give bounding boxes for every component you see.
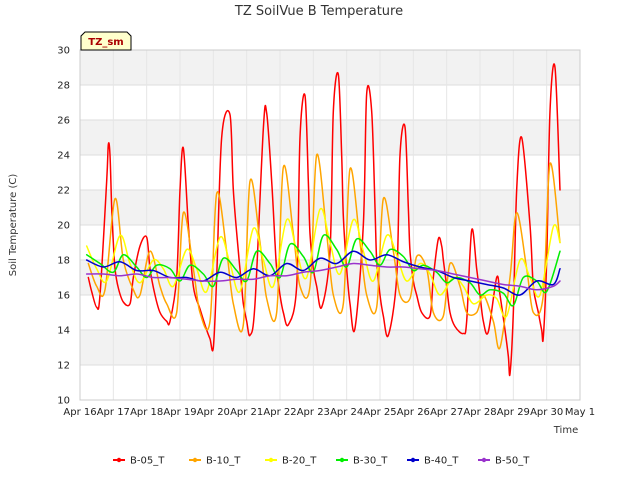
chart-title: TZ SoilVue B Temperature: [234, 4, 403, 19]
band-10-12: [80, 365, 580, 400]
y-tick-label: 10: [57, 396, 70, 407]
x-axis-ticks: Apr 16 Apr 17 Apr 18 Apr 19 Apr 20 Apr 21 Apr …: [63, 407, 595, 418]
y-tick-label: 16: [57, 291, 70, 302]
station-badge-box: [80, 31, 132, 51]
legend-label-b-40-t: B-40_T: [424, 456, 459, 467]
x-tick-label: Apr 21: [230, 407, 263, 418]
legend-marker-b-30-t: [339, 457, 345, 463]
x-tick-label: Apr 22: [263, 407, 296, 418]
station-badge: TZ_sm: [80, 31, 132, 51]
series-line-b-20-t: [85, 207, 561, 318]
legend-label-b-30-t: B-30_T: [353, 456, 388, 467]
series-line-b-30-t: [85, 234, 561, 307]
legend-label-b-20-t: B-20_T: [282, 456, 317, 467]
x-tick-label: Apr 25: [363, 407, 396, 418]
legend-marker-b-50-t: [481, 457, 487, 463]
series-line-b-50-t: [85, 262, 561, 291]
legend-label-b-50-t: B-50_T: [495, 456, 530, 467]
y-tick-label: 30: [57, 46, 70, 57]
y-axis-ticks: 10 12 14 16 18 20 22 24 26 28 30: [57, 46, 70, 407]
x-tick-label: Apr 30: [530, 407, 563, 418]
y-tick-label: 24: [57, 151, 70, 162]
y-tick-label: 14: [57, 326, 70, 337]
series-lines: [85, 63, 561, 377]
y-tick-label: 20: [57, 221, 70, 232]
y-tick-label: 28: [57, 81, 70, 92]
x-tick-label: Apr 28: [463, 407, 496, 418]
x-tick-label: Apr 18: [130, 407, 163, 418]
x-tick-label: Apr 27: [430, 407, 463, 418]
x-tick-label: Apr 23: [297, 407, 330, 418]
band-26-28: [80, 85, 580, 120]
y-tick-label: 12: [57, 361, 70, 372]
band-14-16: [80, 295, 580, 330]
x-tick-label: Apr 17: [97, 407, 130, 418]
x-axis-label: Time: [553, 425, 578, 436]
band-20-22: [80, 190, 580, 225]
y-tick-label: 22: [57, 186, 70, 197]
x-tick-label: Apr 24: [330, 407, 363, 418]
station-badge-label: TZ_sm: [88, 37, 123, 48]
band-24-26: [80, 120, 580, 155]
series-line-b-05-t: [87, 63, 561, 377]
y-tick-label: 26: [57, 116, 70, 127]
legend-marker-b-40-t: [410, 457, 416, 463]
band-28-30: [80, 50, 580, 85]
x-tick-label: Apr 26: [397, 407, 430, 418]
band-22-24: [80, 155, 580, 190]
x-tick-label: Apr 16: [63, 407, 96, 418]
x-tick-label: Apr 19: [163, 407, 196, 418]
plot-frame: [79, 49, 581, 401]
x-tick-label: May 1: [565, 407, 595, 418]
legend: B-05_T B-10_T B-20_T B-30_T B-40_T B-50_T: [113, 456, 530, 467]
legend-marker-b-05-t: [116, 457, 122, 463]
legend-label-b-05-t: B-05_T: [130, 456, 165, 467]
legend-marker-b-10-t: [192, 457, 198, 463]
x-tick-label: Apr 20: [197, 407, 230, 418]
y-axis-label: Soil Temperature (C): [8, 174, 19, 277]
legend-label-b-10-t: B-10_T: [206, 456, 241, 467]
y-tick-label: 18: [57, 256, 70, 267]
x-tick-label: Apr 29: [497, 407, 530, 418]
legend-marker-b-20-t: [268, 457, 274, 463]
